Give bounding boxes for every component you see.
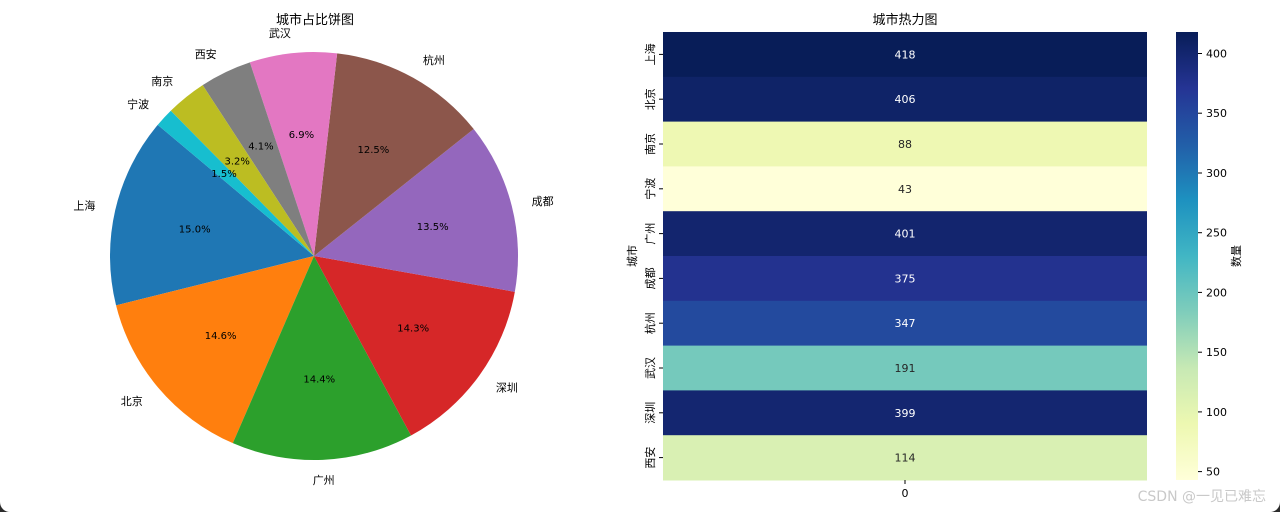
colorbar-tick-label-3: 200 bbox=[1206, 286, 1227, 299]
heatmap-cell-9 bbox=[663, 435, 1147, 481]
pie-slice-1 bbox=[116, 256, 314, 444]
heatmap-cell-7 bbox=[663, 345, 1147, 391]
heatmap-value-label-1: 406 bbox=[895, 93, 916, 106]
pie-pct-label-7: 4.1% bbox=[248, 142, 273, 153]
heatmap-value-label-3: 43 bbox=[898, 183, 912, 196]
heatmap-cell-5 bbox=[663, 256, 1147, 302]
heatmap-value-label-5: 375 bbox=[895, 272, 916, 285]
heatmap-value-label-6: 347 bbox=[895, 317, 916, 330]
colorbar-tick-label-4: 250 bbox=[1206, 227, 1227, 240]
pie-chart-title: 城市占比饼图 bbox=[276, 12, 354, 28]
heatmap-row-label-4: 广州 bbox=[644, 223, 657, 245]
pie-slice-3 bbox=[314, 256, 515, 436]
heatmap-value-label-0: 418 bbox=[895, 48, 916, 61]
pie-pct-label-0: 15.0% bbox=[179, 225, 211, 236]
heatmap-cell-1 bbox=[663, 76, 1147, 123]
heatmap-cell-4 bbox=[663, 211, 1147, 257]
heatmap-value-label-4: 401 bbox=[895, 228, 916, 241]
colorbar-tick-label-5: 300 bbox=[1206, 167, 1227, 180]
heatmap-row-label-2: 南京 bbox=[643, 133, 657, 155]
heatmap-value-label-7: 191 bbox=[895, 362, 916, 375]
pie-chart: 上海 15.0% 北京 14.6% 广州 14.4% 深圳 14.3% 成都 13.5% 杭州 12.… bbox=[73, 27, 553, 487]
watermark: CSDN @一见已难忘 bbox=[1137, 489, 1266, 505]
heatmap-value-label-2: 88 bbox=[898, 138, 912, 151]
pie-label-0: 上海 bbox=[73, 199, 95, 213]
pie-label-2: 广州 bbox=[313, 474, 335, 487]
heatmap-ylabel: 城市 bbox=[625, 245, 639, 267]
heatmap-row-label-5: 成都 bbox=[644, 267, 657, 289]
heatmap-value-label-8: 399 bbox=[895, 407, 916, 420]
pie-slice-7 bbox=[202, 62, 314, 257]
pie-label-1: 北京 bbox=[121, 394, 143, 408]
pie-slice-0 bbox=[110, 124, 314, 306]
heatmap-row-label-1: 北京 bbox=[643, 88, 657, 110]
colorbar-gradient bbox=[1176, 32, 1198, 480]
heatmap-row-label-8: 深圳 bbox=[644, 402, 657, 424]
colorbar-tick-label-0: 50 bbox=[1206, 466, 1220, 479]
pie-slice-5 bbox=[314, 53, 474, 256]
colorbar-tick-label-6: 350 bbox=[1206, 107, 1227, 120]
colorbar-tick-label-2: 150 bbox=[1206, 346, 1227, 359]
heatmap-row-label-9: 西安 bbox=[643, 447, 657, 469]
pie-pct-label-3: 14.3% bbox=[397, 324, 429, 335]
heatmap-cell-6 bbox=[663, 300, 1147, 347]
pie-pct-label-5: 12.5% bbox=[358, 145, 390, 156]
heatmap-value-label-9: 114 bbox=[895, 452, 916, 465]
colorbar: 50 100 150 200 250 300 350 400 数量 bbox=[1176, 32, 1243, 480]
pie-pct-label-4: 13.5% bbox=[417, 222, 449, 233]
heatmap-row-label-6: 杭州 bbox=[643, 312, 657, 334]
pie-label-3: 深圳 bbox=[496, 382, 518, 395]
pie-label-9: 宁波 bbox=[127, 97, 149, 111]
pie-label-5: 杭州 bbox=[423, 53, 445, 67]
heatmap-row-label-0: 上海 bbox=[643, 43, 657, 65]
pie-label-4: 成都 bbox=[532, 195, 554, 208]
pie-slice-6 bbox=[249, 52, 338, 256]
heatmap-title: 城市热力图 bbox=[872, 12, 937, 28]
pie-pct-label-8: 3.2% bbox=[224, 157, 249, 168]
colorbar-tick-label-1: 100 bbox=[1206, 406, 1227, 419]
pie-slice-8 bbox=[170, 85, 314, 256]
heatmap-cell-3 bbox=[663, 166, 1147, 212]
pie-slice-4 bbox=[314, 129, 519, 292]
colorbar-label: 数量 bbox=[1230, 245, 1243, 267]
pie-label-7: 西安 bbox=[195, 47, 217, 61]
heatmap-cell-2 bbox=[663, 121, 1147, 167]
heatmap: 418 上海 406 北京 88 南京 43 宁波 401 广州 375 成都 347 杭州 191 武汉 39… bbox=[625, 32, 1147, 500]
heatmap-cell-8 bbox=[663, 390, 1147, 436]
pie-slice-2 bbox=[232, 256, 412, 461]
pie-pct-label-6: 6.9% bbox=[289, 130, 314, 141]
pie-pct-label-9: 1.5% bbox=[211, 169, 236, 180]
heatmap-row-label-7: 武汉 bbox=[644, 357, 657, 379]
pie-label-6: 武汉 bbox=[269, 27, 291, 40]
heatmap-col-label: 0 bbox=[902, 487, 909, 500]
colorbar-tick-label-7: 400 bbox=[1206, 48, 1227, 61]
heatmap-cell-0 bbox=[663, 32, 1147, 78]
heatmap-row-label-3: 宁波 bbox=[643, 178, 657, 200]
pie-pct-label-1: 14.6% bbox=[205, 331, 237, 342]
pie-label-8: 南京 bbox=[151, 74, 173, 88]
pie-pct-label-2: 14.4% bbox=[303, 374, 335, 385]
pie-slice-9 bbox=[157, 110, 314, 256]
